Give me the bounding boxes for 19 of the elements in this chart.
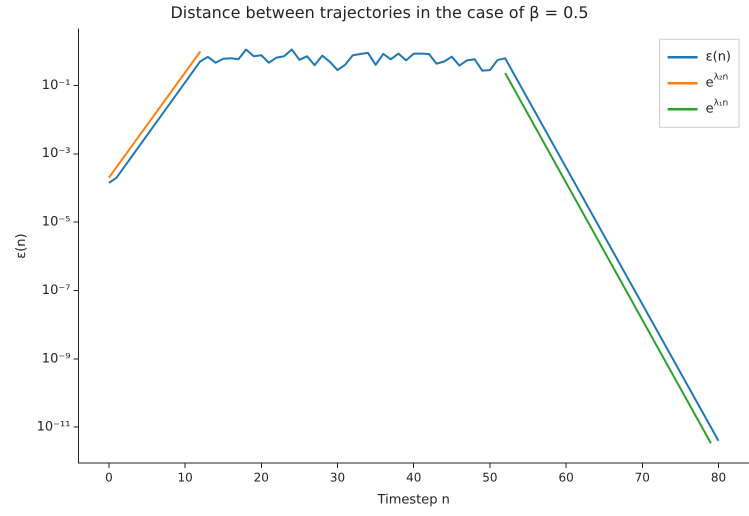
x-tick-label: 50 <box>482 470 498 484</box>
y-tick-label: 10⁻⁹ <box>42 351 70 366</box>
chart-title: Distance between trajectories in the case of β = 0.5 <box>170 2 589 22</box>
x-tick-label: 80 <box>710 470 726 484</box>
y-axis-title: ε(n) <box>14 233 30 259</box>
x-tick-label: 40 <box>406 470 422 484</box>
x-axis-title: Timestep n <box>376 492 450 508</box>
y-tick-label: 10⁻³ <box>42 146 70 162</box>
x-tick-label: 10 <box>177 470 193 484</box>
x-tick-label: 30 <box>330 470 346 484</box>
x-tick-label: 20 <box>254 470 269 484</box>
x-tick-label: 0 <box>105 470 113 484</box>
legend-label: ε(n) <box>706 50 732 65</box>
y-tick-label: 10⁻⁵ <box>42 214 70 230</box>
y-tick-label: 10⁻¹ <box>42 78 70 93</box>
x-tick-label: 60 <box>558 470 574 484</box>
x-tick-label: 70 <box>634 470 650 484</box>
y-tick-label: 10⁻⁷ <box>42 282 70 298</box>
y-tick-label: 10⁻¹¹ <box>36 420 70 435</box>
